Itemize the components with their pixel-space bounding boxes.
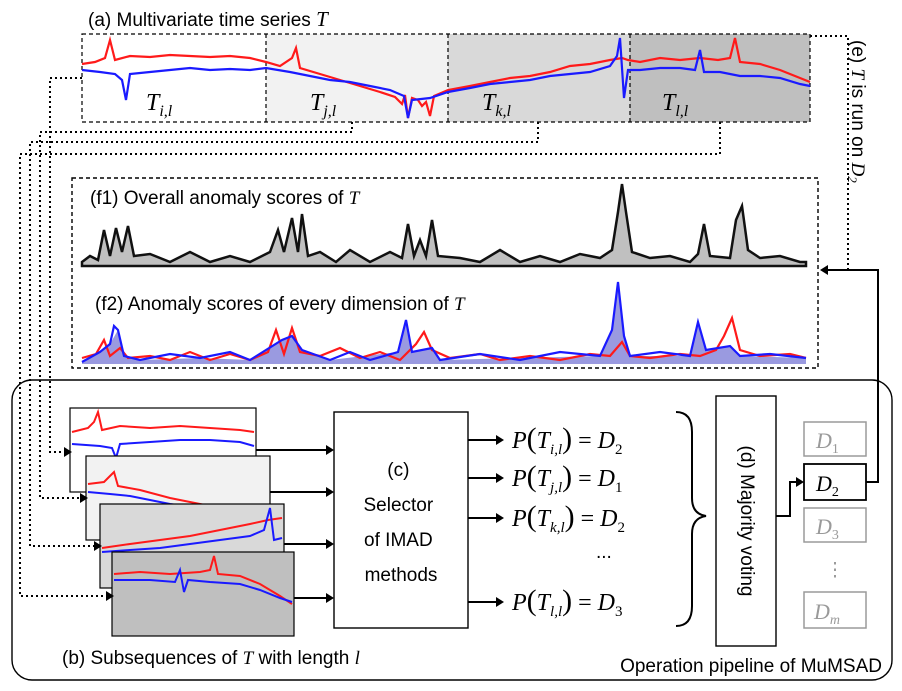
segment-labels: Ti,l Tj,l Tk,l Tl,l bbox=[146, 90, 689, 120]
selector-line-2: Selector bbox=[364, 495, 434, 516]
prediction-j: P(Tj,l) = D1 bbox=[511, 460, 623, 496]
panel-f1-symbol: T bbox=[349, 188, 361, 209]
panel-a-border bbox=[81, 33, 811, 123]
panel-b-label: (b) Subsequences of T with length l bbox=[62, 648, 360, 669]
blue-score-area bbox=[82, 282, 806, 364]
subsequence-card-l bbox=[111, 551, 295, 637]
prediction-k: P(Tk,l) = D2 bbox=[511, 500, 625, 536]
panel-e-middle: is run on bbox=[847, 79, 868, 162]
panel-b-text-1: (b) Subsequences of bbox=[62, 648, 243, 669]
panel-e-symbol-t: T bbox=[847, 69, 868, 81]
connector-j bbox=[39, 122, 353, 499]
detector-to-scores-arrowhead bbox=[820, 265, 828, 275]
panel-f2-label: (f2) Anomaly scores of every dimension o… bbox=[95, 294, 466, 315]
detector-d3-box bbox=[803, 507, 867, 543]
panel-f1-label: (f1) Overall anomaly scores of T bbox=[90, 188, 361, 209]
panel-a-title-symbol: T bbox=[316, 7, 329, 31]
prediction-ellipsis: ... bbox=[596, 542, 612, 563]
prediction-brace bbox=[675, 411, 707, 627]
detector-d2-box bbox=[803, 463, 867, 501]
connector-l bbox=[19, 122, 721, 597]
selector-text: (c) Selector of IMAD methods bbox=[364, 460, 439, 586]
prediction-l: P(Tl,l) = D3 bbox=[511, 584, 623, 620]
time-series-lines bbox=[81, 35, 811, 119]
pipeline-frame bbox=[11, 379, 893, 681]
panel-e-symbol-d: D bbox=[847, 162, 868, 177]
detector-d1-box bbox=[803, 421, 867, 457]
selector-line-3: of IMAD bbox=[364, 530, 433, 551]
selector-to-prediction-arrows bbox=[468, 439, 496, 603]
segment-i-bg bbox=[82, 34, 266, 122]
card-to-selector-arrows bbox=[256, 449, 326, 599]
predictions: P(Ti,l) = D2 P(Tj,l) = D1 P(Tk,l) = D2 .… bbox=[511, 422, 625, 620]
panel-e-label: (e) T is run on D2 bbox=[845, 40, 868, 183]
series-red bbox=[81, 35, 811, 119]
dotted-connectors bbox=[19, 77, 721, 597]
panel-f2-symbol: T bbox=[454, 294, 466, 315]
panel-b-symbol-l: l bbox=[355, 648, 360, 669]
panel-f1-text: (f1) Overall anomaly scores of bbox=[90, 188, 349, 209]
overall-score-area bbox=[80, 183, 808, 268]
panel-f2-text: (f2) Anomaly scores of every dimension o… bbox=[95, 294, 454, 315]
vote-to-detector-arrowhead bbox=[796, 477, 804, 487]
pipeline-label: Operation pipeline of MuMSAD bbox=[620, 656, 882, 677]
blue-score-line bbox=[81, 281, 807, 363]
panel-b-symbol-t: T bbox=[243, 648, 255, 669]
panel-b-text-2: with length bbox=[253, 648, 354, 669]
panel-e-symbol-sub: 2 bbox=[845, 176, 860, 183]
prediction-i: P(Ti,l) = D2 bbox=[511, 422, 623, 458]
panel-e-connector bbox=[810, 35, 849, 270]
connector-arrowheads bbox=[64, 447, 114, 601]
panel-a-segments bbox=[81, 33, 811, 123]
panel-a-title-text: (a) Multivariate time series bbox=[88, 10, 316, 31]
selector-box bbox=[333, 411, 469, 629]
panel-f-border bbox=[71, 177, 819, 369]
voting-box bbox=[715, 395, 777, 647]
detector-dm-box bbox=[803, 591, 867, 629]
red-score-line bbox=[81, 314, 807, 362]
voting-label: (d) Majority voting bbox=[736, 446, 757, 597]
vote-to-detector-arrow bbox=[776, 481, 798, 517]
detector-ellipsis: ⋮ bbox=[826, 560, 845, 581]
panel-e-prefix: (e) bbox=[847, 40, 868, 69]
selector-to-prediction-arrowheads bbox=[496, 435, 504, 607]
connector-i bbox=[49, 77, 82, 453]
segment-j-bg bbox=[266, 34, 448, 122]
card-to-selector-arrowheads bbox=[326, 445, 334, 603]
selector-line-4: methods bbox=[365, 565, 438, 586]
selector-line-1: (c) bbox=[387, 460, 409, 481]
detector-to-scores-arrow bbox=[828, 269, 879, 483]
panel-a-title: (a) Multivariate time series T bbox=[88, 7, 329, 31]
detector-list: D1 D2 D3 ⋮ Dm bbox=[803, 421, 867, 629]
series-blue bbox=[81, 37, 811, 119]
